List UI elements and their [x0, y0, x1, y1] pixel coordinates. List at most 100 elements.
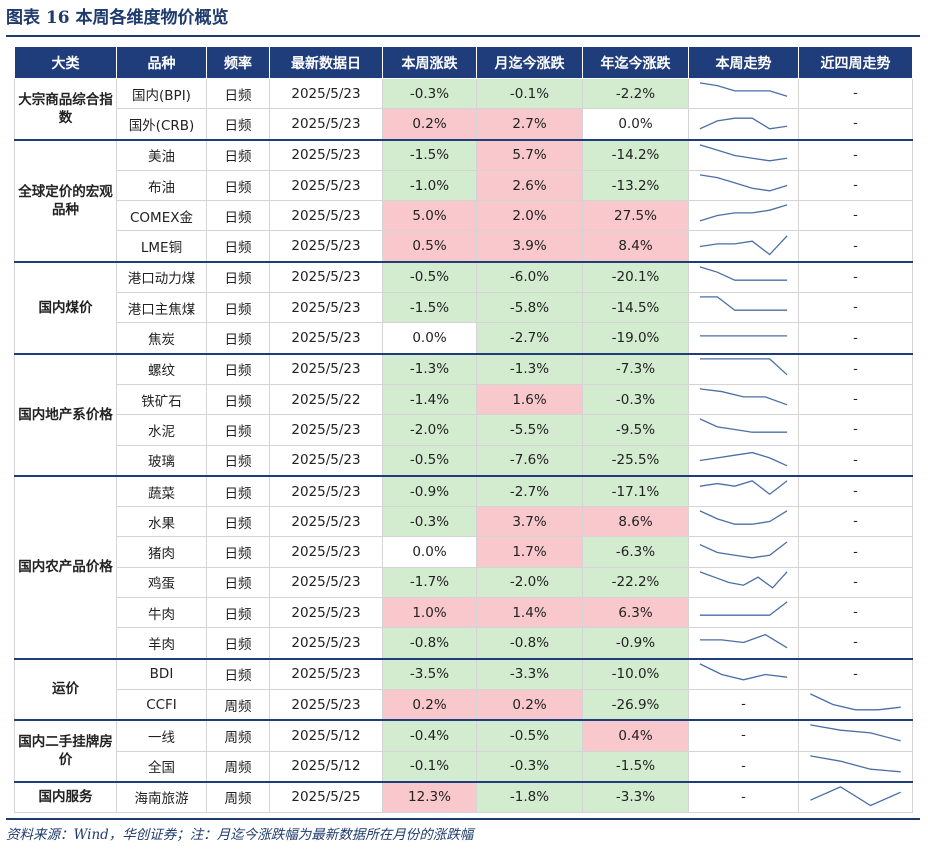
table-row: 玻璃 日频 2025/5/23 -0.5% -7.6% -25.5% - — [15, 444, 913, 477]
item-cell: 牛肉 — [116, 597, 207, 629]
figure-title: 图表 16 本周各维度物价概览 — [6, 8, 229, 28]
weekly-trend-cell — [688, 566, 799, 599]
category-cell: 国内二手挂牌房价 — [14, 719, 117, 783]
mtd-change-cell: -0.1% — [476, 77, 583, 110]
date-cell: 2025/5/23 — [269, 627, 383, 660]
weekly-trend-cell — [688, 260, 799, 294]
item-cell: 羊肉 — [116, 627, 207, 660]
sparkline-path — [810, 787, 900, 806]
weekly-trend-cell: - — [688, 750, 799, 783]
four-week-trend-cell — [798, 750, 913, 783]
table-row: 运价 BDI 日频 2025/5/23 -3.5% -3.3% -10.0% - — [14, 657, 913, 721]
ytd-change-cell: -14.2% — [582, 138, 689, 171]
table-row: 焦炭 日频 2025/5/23 0.0% -2.7% -19.0% - — [15, 322, 913, 355]
weekly-trend-cell — [688, 506, 799, 538]
item-cell: BDI — [116, 657, 207, 690]
weekly-trend-cell: - — [688, 688, 799, 721]
four-week-trend-cell: - — [798, 444, 913, 477]
category-cell: 国内地产系价格 — [14, 352, 117, 477]
four-week-trend-cell: - — [798, 200, 913, 232]
sparkline-path — [810, 694, 900, 710]
item-cell: 美油 — [116, 138, 207, 171]
item-cell: 港口动力煤 — [116, 260, 207, 294]
date-cell: 2025/5/23 — [269, 657, 383, 690]
mtd-change-cell: -0.8% — [476, 627, 583, 660]
item-cell: 焦炭 — [116, 322, 207, 355]
four-week-sparkline — [799, 721, 912, 750]
sparkline-path — [810, 756, 900, 772]
date-cell: 2025/5/23 — [269, 688, 383, 721]
weekly-change-cell: -1.7% — [382, 566, 477, 599]
table-row: LME铜 日频 2025/5/23 0.5% 3.9% 8.4% - — [15, 230, 913, 263]
weekly-change-cell: -0.3% — [382, 77, 477, 110]
mtd-change-cell: -2.0% — [476, 566, 583, 599]
ytd-change-cell: -26.9% — [582, 688, 689, 721]
weekly-trend-cell: - — [688, 780, 799, 814]
ytd-change-cell: -25.5% — [582, 444, 689, 477]
mtd-change-cell: 2.0% — [476, 200, 583, 232]
item-cell: 玻璃 — [116, 444, 207, 477]
four-week-sparkline — [799, 783, 912, 812]
four-week-trend-cell: - — [798, 566, 913, 599]
frequency-cell: 日频 — [206, 383, 270, 416]
weekly-change-cell: -0.9% — [382, 474, 477, 508]
ytd-change-cell: 8.4% — [582, 230, 689, 263]
header-weekly-change: 本周涨跌 — [382, 46, 477, 79]
weekly-trend-cell — [688, 657, 799, 690]
four-week-sparkline — [799, 690, 912, 719]
sparkline-path — [700, 602, 787, 615]
ytd-change-cell: -10.0% — [582, 657, 689, 690]
weekly-change-cell: -0.3% — [382, 506, 477, 538]
weekly-change-cell: 5.0% — [382, 200, 477, 232]
header-category: 大类 — [14, 46, 117, 79]
ytd-change-cell: -19.0% — [582, 322, 689, 355]
item-cell: 海南旅游 — [116, 780, 207, 814]
sparkline-path — [700, 572, 787, 588]
weekly-change-cell: -0.1% — [382, 750, 477, 783]
frequency-cell: 日频 — [206, 474, 270, 508]
date-cell: 2025/5/23 — [269, 597, 383, 629]
mtd-change-cell: -5.5% — [476, 414, 583, 446]
item-cell: 铁矿石 — [116, 383, 207, 416]
mtd-change-cell: 1.6% — [476, 383, 583, 416]
weekly-sparkline — [689, 568, 798, 597]
date-cell: 2025/5/23 — [269, 260, 383, 294]
mtd-change-cell: -6.0% — [476, 260, 583, 294]
four-week-trend-cell: - — [798, 627, 913, 660]
sparkline-path — [700, 235, 787, 254]
date-cell: 2025/5/23 — [269, 566, 383, 599]
table-row: 鸡蛋 日频 2025/5/23 -1.7% -2.0% -22.2% - — [15, 566, 913, 599]
mtd-change-cell: 1.7% — [476, 536, 583, 568]
title-rule — [6, 35, 920, 37]
table-row: 布油 日频 2025/5/23 -1.0% 2.6% -13.2% - — [15, 169, 913, 202]
sparkline-path — [810, 725, 900, 741]
weekly-trend-cell — [688, 536, 799, 568]
mtd-change-cell: -0.5% — [476, 719, 583, 752]
weekly-sparkline — [689, 446, 798, 475]
frequency-cell: 日频 — [206, 506, 270, 538]
ytd-change-cell: -0.3% — [582, 383, 689, 416]
date-cell: 2025/5/23 — [269, 322, 383, 355]
table-row: COMEX金 日频 2025/5/23 5.0% 2.0% 27.5% - — [15, 200, 913, 232]
table-row: 国内二手挂牌房价 一线 周频 2025/5/12 -0.4% -0.5% 0.4% - — [14, 719, 913, 783]
sparkline-path — [700, 664, 787, 680]
weekly-sparkline — [689, 232, 798, 261]
ytd-change-cell: 0.0% — [582, 108, 689, 141]
frequency-cell: 日频 — [206, 597, 270, 629]
ytd-change-cell: -22.2% — [582, 566, 689, 599]
four-week-trend-cell: - — [798, 77, 913, 110]
weekly-sparkline — [689, 171, 798, 200]
weekly-sparkline — [689, 538, 798, 567]
weekly-trend-cell — [688, 230, 799, 263]
frequency-cell: 周频 — [206, 780, 270, 814]
table-row: 铁矿石 日频 2025/5/22 -1.4% 1.6% -0.3% - — [15, 383, 913, 416]
weekly-sparkline — [689, 201, 798, 230]
category-cell: 全球定价的宏观品种 — [14, 138, 117, 263]
table-row: 港口主焦煤 日频 2025/5/23 -1.5% -5.8% -14.5% - — [15, 292, 913, 324]
weekly-change-cell: -2.0% — [382, 414, 477, 446]
mtd-change-cell: -7.6% — [476, 444, 583, 477]
weekly-trend-cell — [688, 322, 799, 355]
four-week-trend-cell: - — [798, 322, 913, 355]
ytd-change-cell: -7.3% — [582, 352, 689, 385]
ytd-change-cell: -1.5% — [582, 750, 689, 783]
